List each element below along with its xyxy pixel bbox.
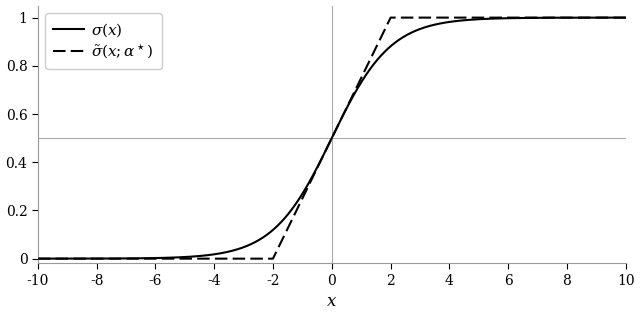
$\tilde{\sigma}(x;\alpha^\star)$ [285, 224, 292, 228]
$\tilde{\sigma}(x;\alpha^\star)$ [136, 257, 143, 261]
$\tilde{\sigma}(x;\alpha^\star)$ [34, 257, 42, 261]
$\sigma(x)$ [101, 257, 109, 260]
$\tilde{\sigma}(x;\alpha^\star)$ [101, 257, 109, 261]
Line: $\sigma(x)$: $\sigma(x)$ [38, 18, 626, 258]
$\sigma(x)$ [285, 211, 292, 215]
$\tilde{\sigma}(x;\alpha^\star)$ [259, 257, 267, 261]
$\sigma(x)$ [136, 256, 143, 260]
Legend: $\sigma(x)$, $\tilde{\sigma}(x;\alpha^\star)$: $\sigma(x)$, $\tilde{\sigma}(x;\alpha^\s… [45, 13, 161, 69]
$\sigma(x)$ [610, 16, 618, 20]
Line: $\tilde{\sigma}(x;\alpha^\star)$: $\tilde{\sigma}(x;\alpha^\star)$ [38, 18, 626, 259]
$\tilde{\sigma}(x;\alpha^\star)$ [611, 16, 618, 20]
$\sigma(x)$ [259, 235, 267, 239]
$\sigma(x)$ [622, 16, 630, 20]
$\sigma(x)$ [34, 257, 42, 260]
$\tilde{\sigma}(x;\alpha^\star)$ [622, 16, 630, 20]
X-axis label: $x$: $x$ [326, 294, 337, 310]
$\sigma(x)$ [547, 16, 555, 20]
$\tilde{\sigma}(x;\alpha^\star)$ [387, 16, 394, 20]
$\tilde{\sigma}(x;\alpha^\star)$ [547, 16, 555, 20]
